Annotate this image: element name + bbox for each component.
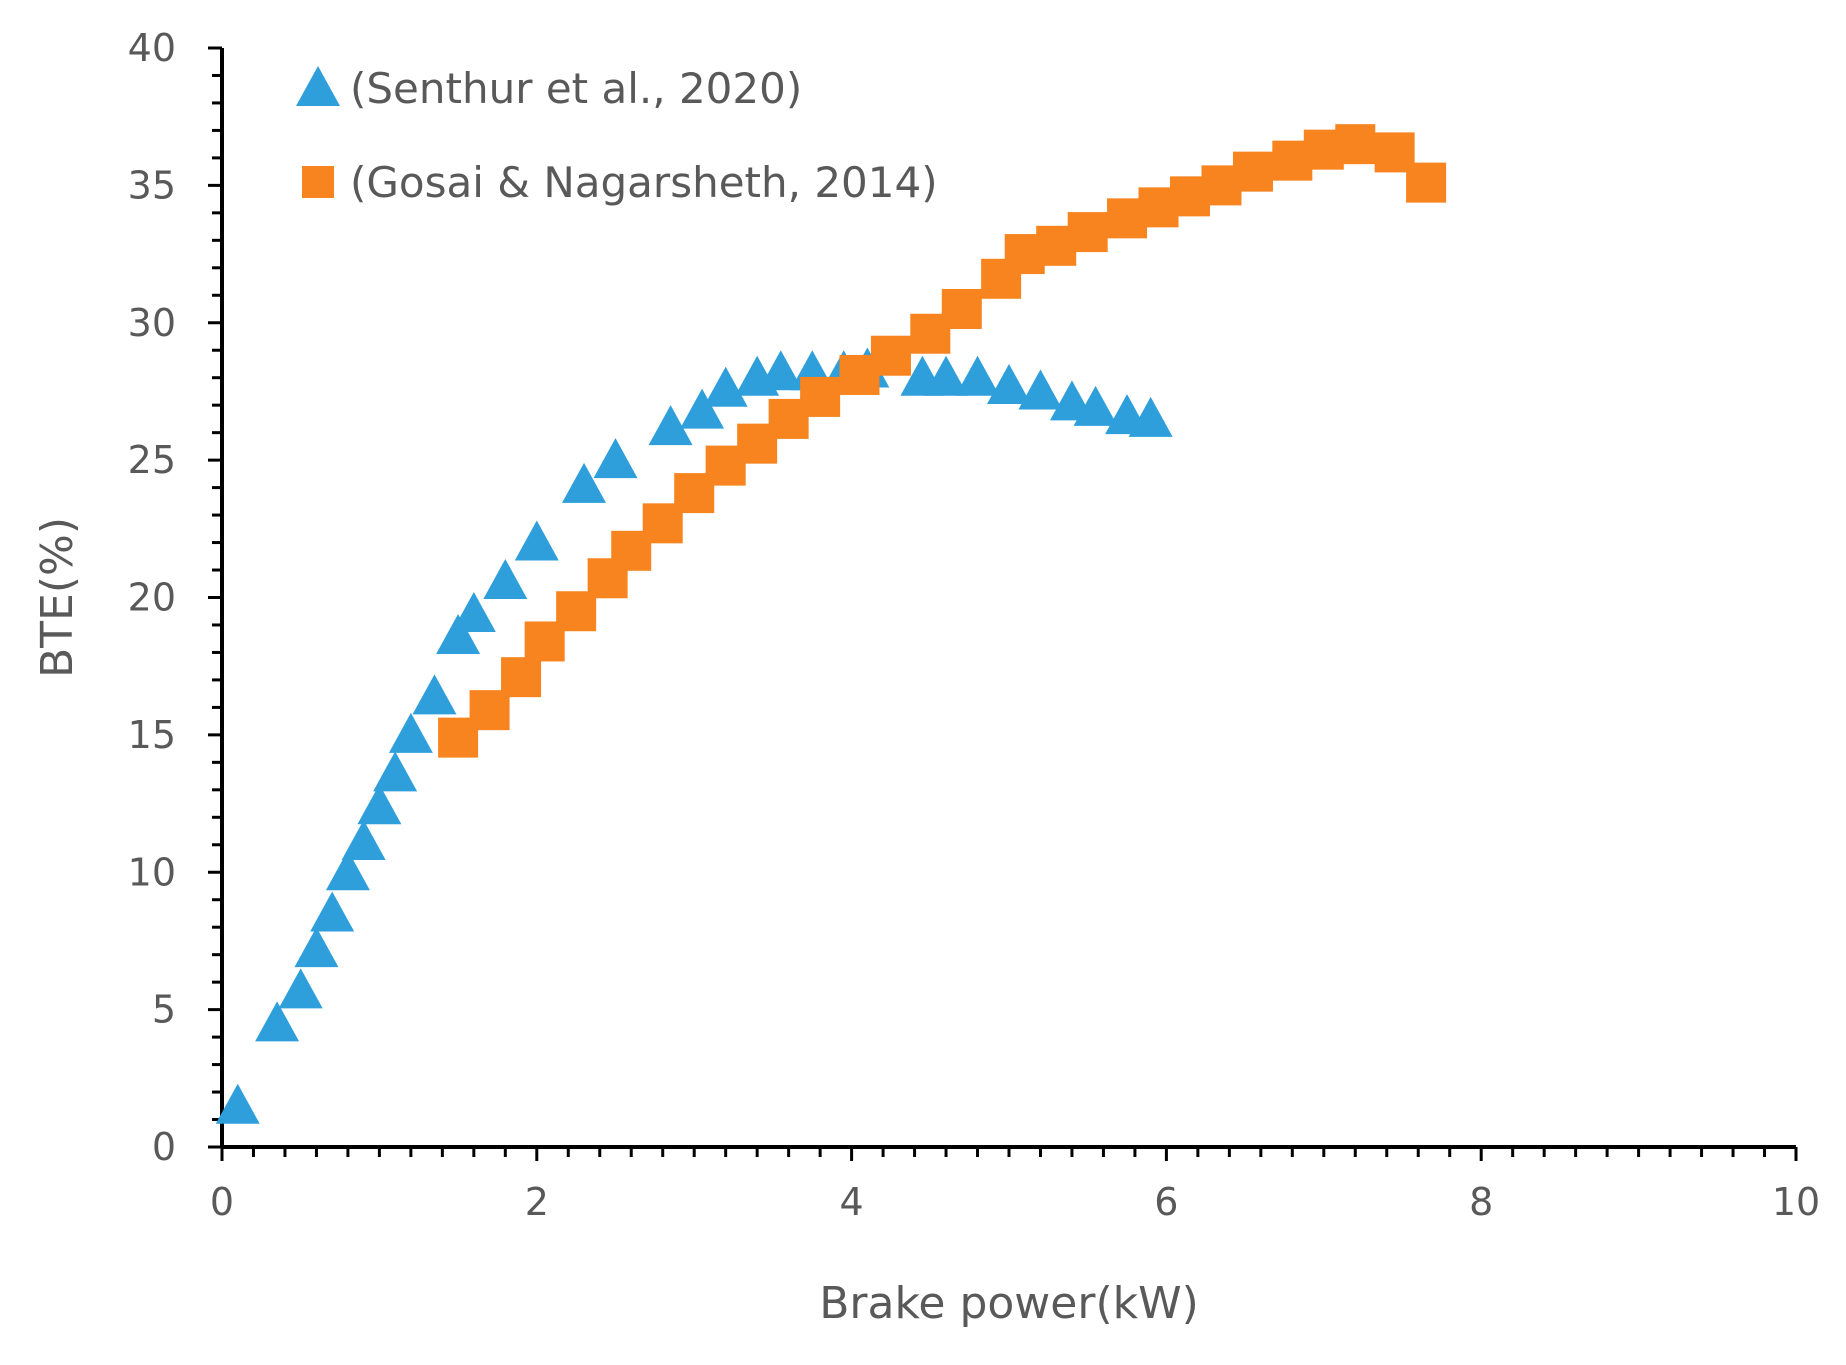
data-point-triangle	[1128, 396, 1173, 437]
data-point-triangle	[310, 891, 355, 932]
data-point-square	[1232, 151, 1273, 192]
data-point-triangle	[680, 388, 725, 429]
y-axis: 0 5 10 15 20 25 30 35 40	[128, 26, 224, 1169]
legend-label-gosai: (Gosai & Nagarsheth, 2014)	[350, 158, 938, 207]
data-point-triangle	[451, 591, 496, 632]
y-tick-label: 15	[128, 713, 176, 757]
legend: (Senthur et al., 2020) (Gosai & Nagarshe…	[296, 64, 938, 207]
data-point-triangle	[294, 927, 339, 968]
data-point-triangle	[593, 438, 638, 479]
x-tick-label: 2	[525, 1180, 549, 1224]
data-point-triangle	[388, 712, 433, 753]
data-point-triangle	[255, 1001, 300, 1042]
legend-marker-triangle	[296, 66, 340, 106]
x-tick-label: 6	[1154, 1180, 1178, 1224]
data-point-triangle	[412, 674, 457, 715]
data-point-triangle	[373, 751, 418, 792]
data-point-triangle	[341, 820, 386, 861]
legend-label-senthur: (Senthur et al., 2020)	[350, 64, 802, 113]
y-axis-title: BTE(%)	[32, 517, 83, 678]
data-point-square	[1406, 162, 1447, 203]
legend-item-gosai: (Gosai & Nagarsheth, 2014)	[302, 158, 938, 207]
y-tick-label: 35	[128, 163, 176, 207]
series-senthur	[215, 347, 1173, 1124]
y-tick-label: 40	[128, 26, 176, 70]
data-point-triangle	[278, 968, 323, 1009]
y-tick-label: 20	[128, 576, 176, 620]
data-point-triangle	[924, 355, 969, 396]
data-point-triangle	[987, 363, 1031, 404]
y-tick-label: 30	[128, 301, 176, 345]
data-point-triangle	[562, 462, 607, 503]
data-point-triangle	[1018, 369, 1063, 410]
data-point-triangle	[703, 366, 748, 407]
data-point-square	[1067, 212, 1108, 253]
y-tick-label: 10	[128, 850, 176, 894]
data-point-square	[1335, 124, 1376, 165]
y-tick-label: 0	[152, 1125, 176, 1169]
data-series	[215, 124, 1447, 1124]
legend-marker-square	[302, 166, 334, 198]
data-point-triangle	[357, 784, 402, 825]
x-axis-title: Brake power(kW)	[819, 1278, 1199, 1329]
x-tick-label: 8	[1469, 1180, 1493, 1224]
data-point-triangle	[215, 1083, 260, 1124]
data-point-triangle	[325, 850, 370, 891]
x-tick-label: 0	[210, 1180, 234, 1224]
legend-item-senthur: (Senthur et al., 2020)	[296, 64, 802, 113]
data-point-triangle	[648, 405, 693, 446]
data-point-triangle	[436, 613, 481, 654]
data-point-square	[941, 289, 982, 330]
data-point-square	[800, 376, 841, 417]
data-point-triangle	[483, 559, 528, 600]
x-tick-label: 10	[1772, 1180, 1820, 1224]
data-point-triangle	[514, 520, 559, 561]
x-tick-label: 4	[840, 1180, 864, 1224]
data-point-square	[870, 335, 911, 376]
series-gosai	[438, 124, 1447, 758]
y-tick-label: 5	[152, 988, 176, 1032]
data-point-triangle	[1073, 385, 1118, 426]
y-tick-label: 25	[128, 438, 176, 482]
data-point-square	[501, 657, 542, 698]
data-point-triangle	[955, 355, 1000, 396]
data-point-triangle	[758, 350, 803, 391]
x-axis: 0 2 4 6 8 10	[210, 1145, 1820, 1224]
